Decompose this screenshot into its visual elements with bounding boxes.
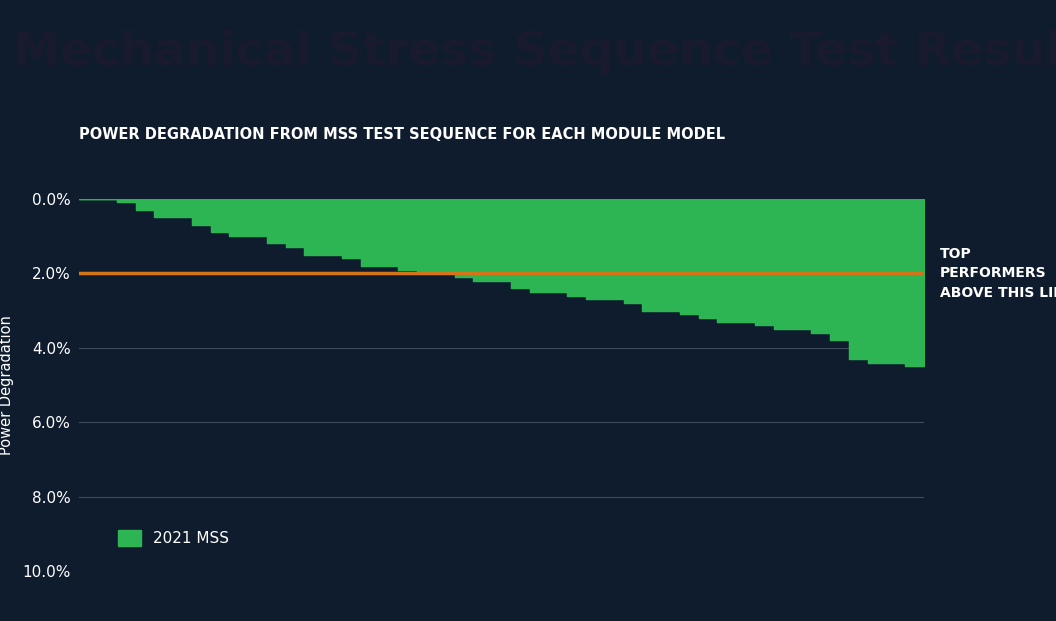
Text: TOP
PERFORMERS
ABOVE THIS LINE: TOP PERFORMERS ABOVE THIS LINE (940, 247, 1056, 300)
Legend: 2021 MSS: 2021 MSS (112, 524, 235, 553)
Text: Mechanical Stress Sequence Test Results: Mechanical Stress Sequence Test Results (13, 30, 1056, 75)
Text: POWER DEGRADATION FROM MSS TEST SEQUENCE FOR EACH MODULE MODEL: POWER DEGRADATION FROM MSS TEST SEQUENCE… (79, 127, 725, 142)
Y-axis label: Power Degradation: Power Degradation (0, 315, 14, 455)
